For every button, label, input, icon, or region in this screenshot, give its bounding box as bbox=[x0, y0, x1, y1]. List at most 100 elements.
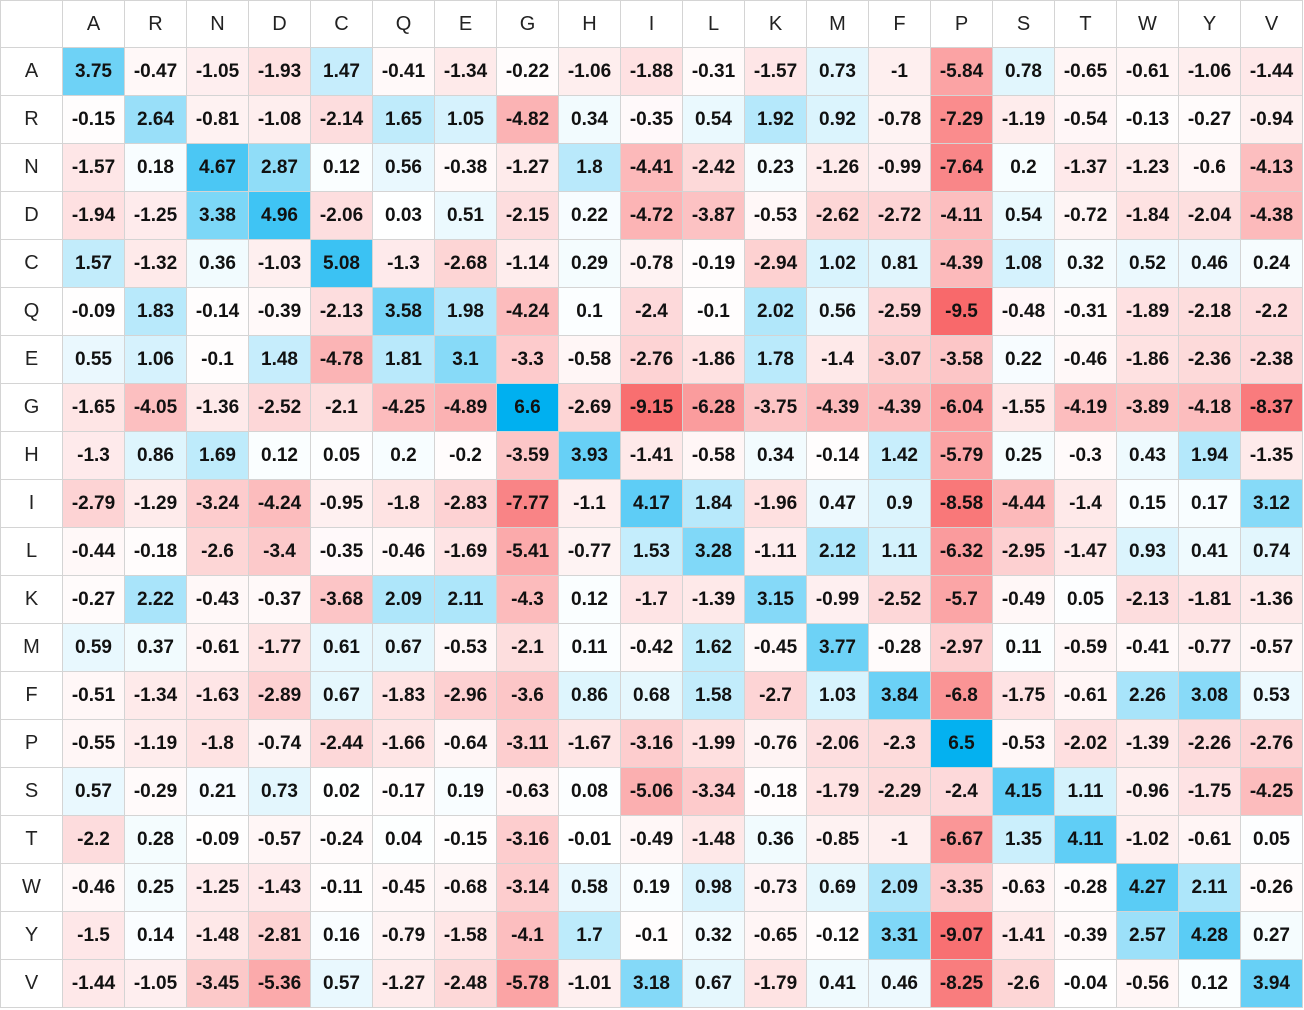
heatmap-cell: -0.37 bbox=[248, 575, 311, 624]
heatmap-cell: 6.6 bbox=[496, 383, 559, 432]
heatmap-cell: -5.78 bbox=[496, 959, 559, 1008]
heatmap-cell: -1.3 bbox=[62, 431, 125, 480]
heatmap-cell: 1.06 bbox=[124, 335, 187, 384]
heatmap-cell: -4.24 bbox=[248, 479, 311, 528]
heatmap-row: K -0.27 2.22 -0.43 -0.37 -3.68 2.09 2.11 -4.3 0.1… bbox=[0, 575, 1303, 624]
heatmap-cell: -6.32 bbox=[930, 527, 993, 576]
heatmap-cell: 0.57 bbox=[62, 767, 125, 816]
heatmap-cell: 0.36 bbox=[744, 815, 807, 864]
heatmap-cell: 2.57 bbox=[1116, 911, 1179, 960]
heatmap-cell: -2.15 bbox=[496, 191, 559, 240]
heatmap-cell: -0.14 bbox=[186, 287, 249, 336]
heatmap-cell: 0.22 bbox=[558, 191, 621, 240]
heatmap-cell: -7.77 bbox=[496, 479, 559, 528]
column-header: W bbox=[1116, 0, 1179, 48]
heatmap-cell: -1.32 bbox=[124, 239, 187, 288]
heatmap-cell: 0.12 bbox=[1178, 959, 1241, 1008]
heatmap-cell: -1.29 bbox=[124, 479, 187, 528]
heatmap-cell: 1.83 bbox=[124, 287, 187, 336]
heatmap-cell: -2.94 bbox=[744, 239, 807, 288]
heatmap-cell: -2.06 bbox=[806, 719, 869, 768]
heatmap-cell: -0.57 bbox=[1240, 623, 1303, 672]
heatmap-cell: 0.53 bbox=[1240, 671, 1303, 720]
heatmap-cell: -3.07 bbox=[868, 335, 931, 384]
heatmap-cell: -1.89 bbox=[1116, 287, 1179, 336]
corner-cell bbox=[0, 0, 63, 48]
heatmap-cell: 0.56 bbox=[372, 143, 435, 192]
heatmap-cell: -1.75 bbox=[1178, 767, 1241, 816]
heatmap-cell: 0.29 bbox=[558, 239, 621, 288]
heatmap-cell: -2.14 bbox=[310, 95, 373, 144]
heatmap-row: A 3.75 -0.47 -1.05 -1.93 1.47 -0.41 -1.34 -0.22-… bbox=[0, 47, 1303, 96]
heatmap-cell: -4.39 bbox=[868, 383, 931, 432]
heatmap-cell: 2.09 bbox=[372, 575, 435, 624]
heatmap-cell: 0.86 bbox=[124, 431, 187, 480]
heatmap-cell: 0.73 bbox=[806, 47, 869, 96]
heatmap-cell: -0.74 bbox=[248, 719, 311, 768]
heatmap-row: E 0.55 1.06 -0.1 1.48 -4.78 1.81 3.1 -3.3 -0.58 -2… bbox=[0, 335, 1303, 384]
heatmap-cell: -3.45 bbox=[186, 959, 249, 1008]
row-header: S bbox=[0, 767, 63, 816]
column-header: N bbox=[186, 0, 249, 48]
heatmap-cell: -6.28 bbox=[682, 383, 745, 432]
heatmap-cell: 3.15 bbox=[744, 575, 807, 624]
heatmap-cell: -4.25 bbox=[1240, 767, 1303, 816]
heatmap-cell: 0.21 bbox=[186, 767, 249, 816]
heatmap-cell: -1.41 bbox=[620, 431, 683, 480]
heatmap-cell: 1.7 bbox=[558, 911, 621, 960]
heatmap-cell: -2.62 bbox=[806, 191, 869, 240]
heatmap-cell: 0.67 bbox=[682, 959, 745, 1008]
heatmap-cell: -0.39 bbox=[1054, 911, 1117, 960]
heatmap-cell: -1.25 bbox=[124, 191, 187, 240]
column-header: A bbox=[62, 0, 125, 48]
heatmap-cell: 0.25 bbox=[124, 863, 187, 912]
heatmap-cell: -0.46 bbox=[1054, 335, 1117, 384]
heatmap-cell: -1.86 bbox=[682, 335, 745, 384]
heatmap-cell: -2.36 bbox=[1178, 335, 1241, 384]
row-header: I bbox=[0, 479, 63, 528]
heatmap-cell: -3.14 bbox=[496, 863, 559, 912]
heatmap-cell: -0.61 bbox=[1054, 671, 1117, 720]
heatmap-cell: -0.27 bbox=[62, 575, 125, 624]
column-header: C bbox=[310, 0, 373, 48]
heatmap-cell: -3.6 bbox=[496, 671, 559, 720]
heatmap-cell: -2.69 bbox=[558, 383, 621, 432]
heatmap-cell: 1.02 bbox=[806, 239, 869, 288]
heatmap-cell: -1.66 bbox=[372, 719, 435, 768]
heatmap-cell: -1.36 bbox=[186, 383, 249, 432]
heatmap-cell: 1.03 bbox=[806, 671, 869, 720]
heatmap-cell: -3.58 bbox=[930, 335, 993, 384]
heatmap-cell: 0.27 bbox=[1240, 911, 1303, 960]
heatmap-cell: 5.08 bbox=[310, 239, 373, 288]
heatmap-cell: 0.52 bbox=[1116, 239, 1179, 288]
heatmap-row: T -2.2 0.28 -0.09 -0.57 -0.24 0.04 -0.15 -3.16 -0… bbox=[0, 815, 1303, 864]
heatmap-cell: -1.55 bbox=[992, 383, 1055, 432]
heatmap-cell: -1.1 bbox=[558, 479, 621, 528]
heatmap-cell: -0.35 bbox=[310, 527, 373, 576]
heatmap-cell: 0.12 bbox=[248, 431, 311, 480]
row-header: T bbox=[0, 815, 63, 864]
heatmap-cell: -1.79 bbox=[744, 959, 807, 1008]
row-header: F bbox=[0, 671, 63, 720]
heatmap-cell: -9.07 bbox=[930, 911, 993, 960]
heatmap-cell: 3.12 bbox=[1240, 479, 1303, 528]
heatmap-cell: 0.28 bbox=[124, 815, 187, 864]
heatmap-cell: 0.02 bbox=[310, 767, 373, 816]
heatmap-cell: -4.25 bbox=[372, 383, 435, 432]
heatmap-cell: -6.8 bbox=[930, 671, 993, 720]
heatmap-cell: -1.69 bbox=[434, 527, 497, 576]
heatmap-cell: -0.55 bbox=[62, 719, 125, 768]
heatmap-cell: 1.69 bbox=[186, 431, 249, 480]
heatmap-cell: -4.3 bbox=[496, 575, 559, 624]
heatmap-cell: -0.53 bbox=[992, 719, 1055, 768]
heatmap-cell: -2.26 bbox=[1178, 719, 1241, 768]
heatmap-cell: -0.35 bbox=[620, 95, 683, 144]
heatmap-cell: -5.79 bbox=[930, 431, 993, 480]
heatmap-cell: -1.36 bbox=[1240, 575, 1303, 624]
heatmap-cell: -0.29 bbox=[124, 767, 187, 816]
heatmap-cell: 0.74 bbox=[1240, 527, 1303, 576]
heatmap-cell: 0.16 bbox=[310, 911, 373, 960]
heatmap-cell: -4.41 bbox=[620, 143, 683, 192]
heatmap-row: M 0.59 0.37 -0.61 -1.77 0.61 0.67 -0.53 -2.1 0.11… bbox=[0, 623, 1303, 672]
heatmap-cell: -0.59 bbox=[1054, 623, 1117, 672]
